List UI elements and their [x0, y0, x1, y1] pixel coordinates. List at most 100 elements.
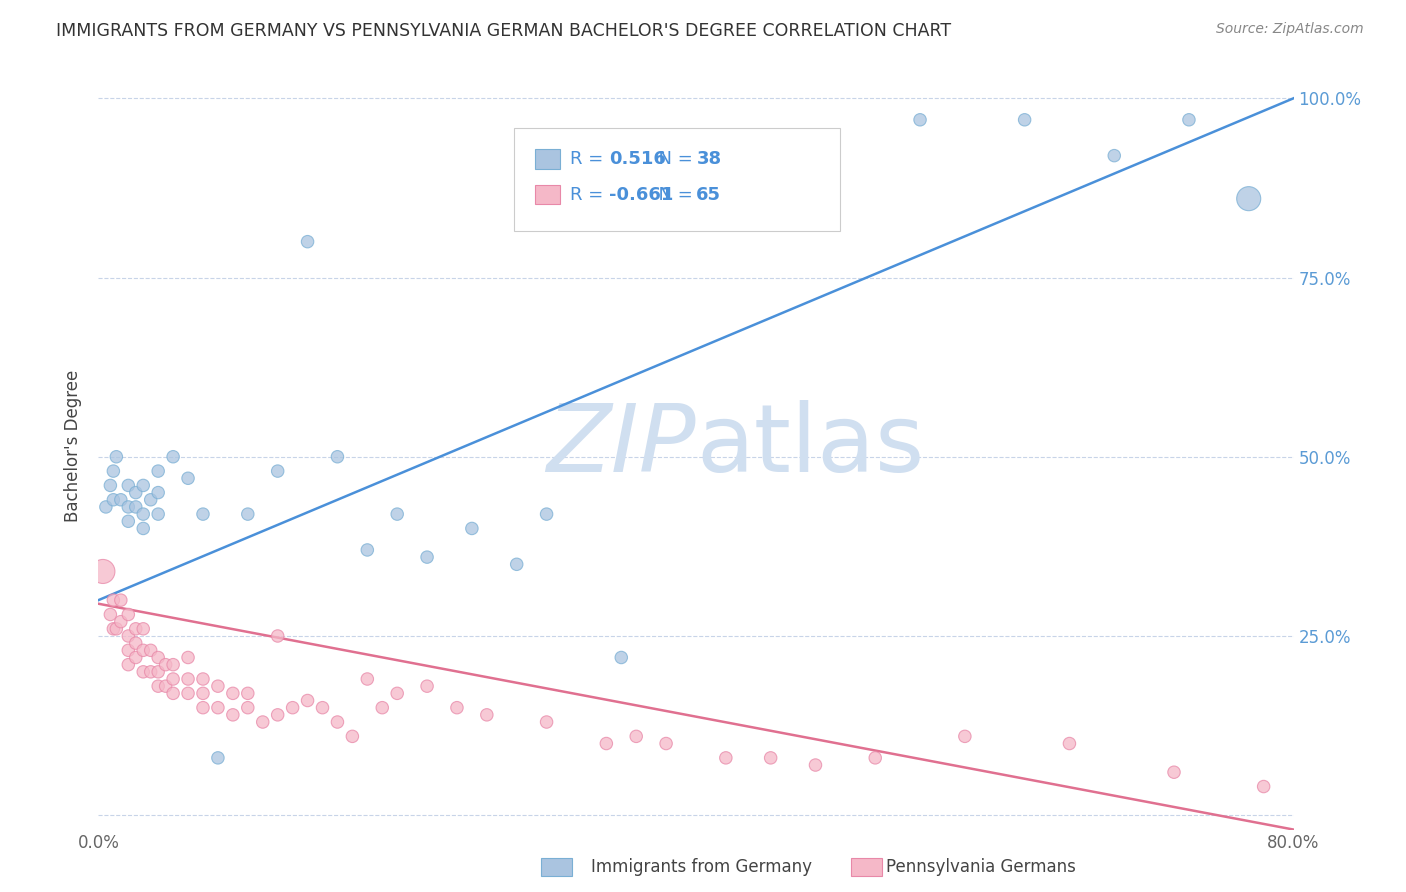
- Point: [162, 657, 184, 672]
- Point: [105, 450, 128, 464]
- Text: N =: N =: [647, 150, 699, 168]
- Point: [595, 737, 617, 751]
- Point: [117, 629, 139, 643]
- Point: [132, 643, 155, 657]
- Point: [356, 672, 378, 686]
- Text: Immigrants from Germany: Immigrants from Germany: [591, 858, 811, 876]
- Point: [125, 636, 148, 650]
- Point: [385, 686, 409, 700]
- Point: [91, 565, 114, 579]
- Point: [416, 550, 439, 565]
- Point: [139, 643, 162, 657]
- Point: [117, 514, 139, 528]
- Point: [371, 700, 394, 714]
- Point: [117, 607, 139, 622]
- Point: [103, 492, 125, 507]
- Point: [207, 700, 229, 714]
- Point: [110, 492, 132, 507]
- Point: [267, 707, 290, 722]
- Point: [103, 622, 125, 636]
- Point: [714, 751, 737, 765]
- Point: [865, 751, 887, 765]
- Point: [177, 471, 200, 485]
- Point: [297, 693, 319, 707]
- Point: [236, 686, 259, 700]
- Point: [117, 657, 139, 672]
- Point: [103, 593, 125, 607]
- Point: [207, 679, 229, 693]
- Text: R =: R =: [569, 150, 609, 168]
- Point: [191, 507, 214, 521]
- Text: -0.661: -0.661: [609, 186, 673, 203]
- Point: [125, 500, 148, 514]
- Point: [446, 700, 468, 714]
- Point: [1014, 112, 1036, 127]
- Point: [177, 672, 200, 686]
- Point: [326, 714, 349, 729]
- Point: [222, 707, 245, 722]
- Point: [267, 464, 290, 478]
- Point: [236, 507, 259, 521]
- Point: [94, 500, 117, 514]
- Point: [98, 478, 122, 492]
- Point: [236, 700, 259, 714]
- Point: [132, 622, 155, 636]
- Point: [1163, 765, 1185, 780]
- Point: [252, 714, 274, 729]
- Point: [117, 643, 139, 657]
- Text: IMMIGRANTS FROM GERMANY VS PENNSYLVANIA GERMAN BACHELOR'S DEGREE CORRELATION CHA: IMMIGRANTS FROM GERMANY VS PENNSYLVANIA …: [56, 22, 952, 40]
- Point: [148, 679, 170, 693]
- Point: [162, 686, 184, 700]
- Point: [191, 700, 214, 714]
- Point: [177, 650, 200, 665]
- Point: [536, 507, 558, 521]
- Point: [953, 730, 976, 744]
- Point: [148, 464, 170, 478]
- Point: [132, 665, 155, 679]
- Point: [536, 714, 558, 729]
- Point: [148, 485, 170, 500]
- Point: [132, 521, 155, 535]
- Point: [385, 507, 409, 521]
- Point: [98, 607, 122, 622]
- Point: [506, 558, 529, 572]
- Point: [132, 507, 155, 521]
- Point: [222, 686, 245, 700]
- Point: [117, 478, 139, 492]
- Point: [191, 672, 214, 686]
- Point: [125, 485, 148, 500]
- Point: [177, 686, 200, 700]
- Point: [103, 464, 125, 478]
- Point: [1104, 148, 1126, 162]
- Point: [342, 730, 364, 744]
- Point: [191, 686, 214, 700]
- Point: [1253, 780, 1275, 794]
- Point: [1059, 737, 1081, 751]
- Point: [356, 543, 378, 558]
- Point: [110, 615, 132, 629]
- Point: [117, 500, 139, 514]
- Point: [804, 758, 827, 772]
- Point: [281, 700, 304, 714]
- Point: [155, 679, 177, 693]
- Point: [148, 507, 170, 521]
- Point: [162, 672, 184, 686]
- Point: [207, 751, 229, 765]
- Point: [297, 235, 319, 249]
- Point: [139, 665, 162, 679]
- Point: [655, 737, 678, 751]
- Text: Pennsylvania Germans: Pennsylvania Germans: [886, 858, 1076, 876]
- Text: 65: 65: [696, 186, 721, 203]
- Point: [416, 679, 439, 693]
- Point: [475, 707, 498, 722]
- Point: [1237, 192, 1260, 206]
- Text: 0.516: 0.516: [609, 150, 666, 168]
- Point: [1178, 112, 1201, 127]
- Text: R =: R =: [569, 186, 609, 203]
- Point: [148, 665, 170, 679]
- Y-axis label: Bachelor's Degree: Bachelor's Degree: [65, 370, 83, 522]
- Point: [110, 593, 132, 607]
- Point: [326, 450, 349, 464]
- Text: atlas: atlas: [696, 400, 924, 492]
- Point: [148, 650, 170, 665]
